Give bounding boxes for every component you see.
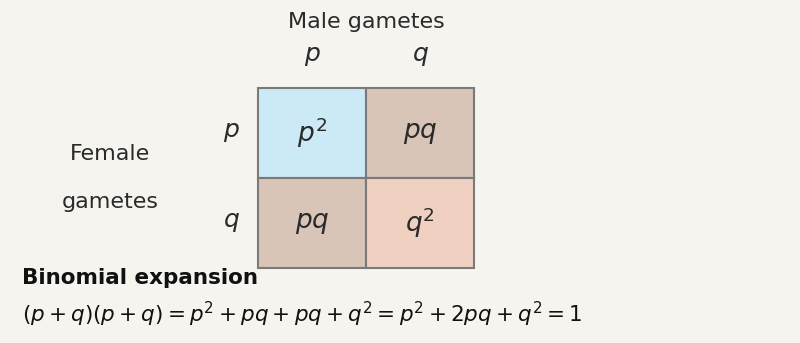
- Text: $q^2$: $q^2$: [405, 206, 435, 240]
- Bar: [366, 178, 474, 268]
- Bar: [258, 88, 366, 178]
- Text: Female: Female: [70, 144, 150, 164]
- Bar: [258, 178, 366, 268]
- Text: Binomial expansion: Binomial expansion: [22, 268, 258, 288]
- Text: $q$: $q$: [223, 212, 240, 235]
- Text: $pq$: $pq$: [402, 120, 438, 145]
- Text: gametes: gametes: [62, 192, 158, 212]
- Text: $q$: $q$: [411, 45, 429, 68]
- Text: $p$: $p$: [223, 121, 240, 144]
- Bar: [366, 88, 474, 178]
- Text: $pq$: $pq$: [294, 211, 330, 236]
- Text: Male gametes: Male gametes: [288, 12, 444, 32]
- Text: $(p + q)(p + q) = p^2 + pq + pq + q^2 = p^2 + 2pq + q^2 = 1$: $(p + q)(p + q) = p^2 + pq + pq + q^2 = …: [22, 300, 582, 329]
- Text: $p^2$: $p^2$: [297, 116, 327, 150]
- Text: $p$: $p$: [304, 45, 320, 68]
